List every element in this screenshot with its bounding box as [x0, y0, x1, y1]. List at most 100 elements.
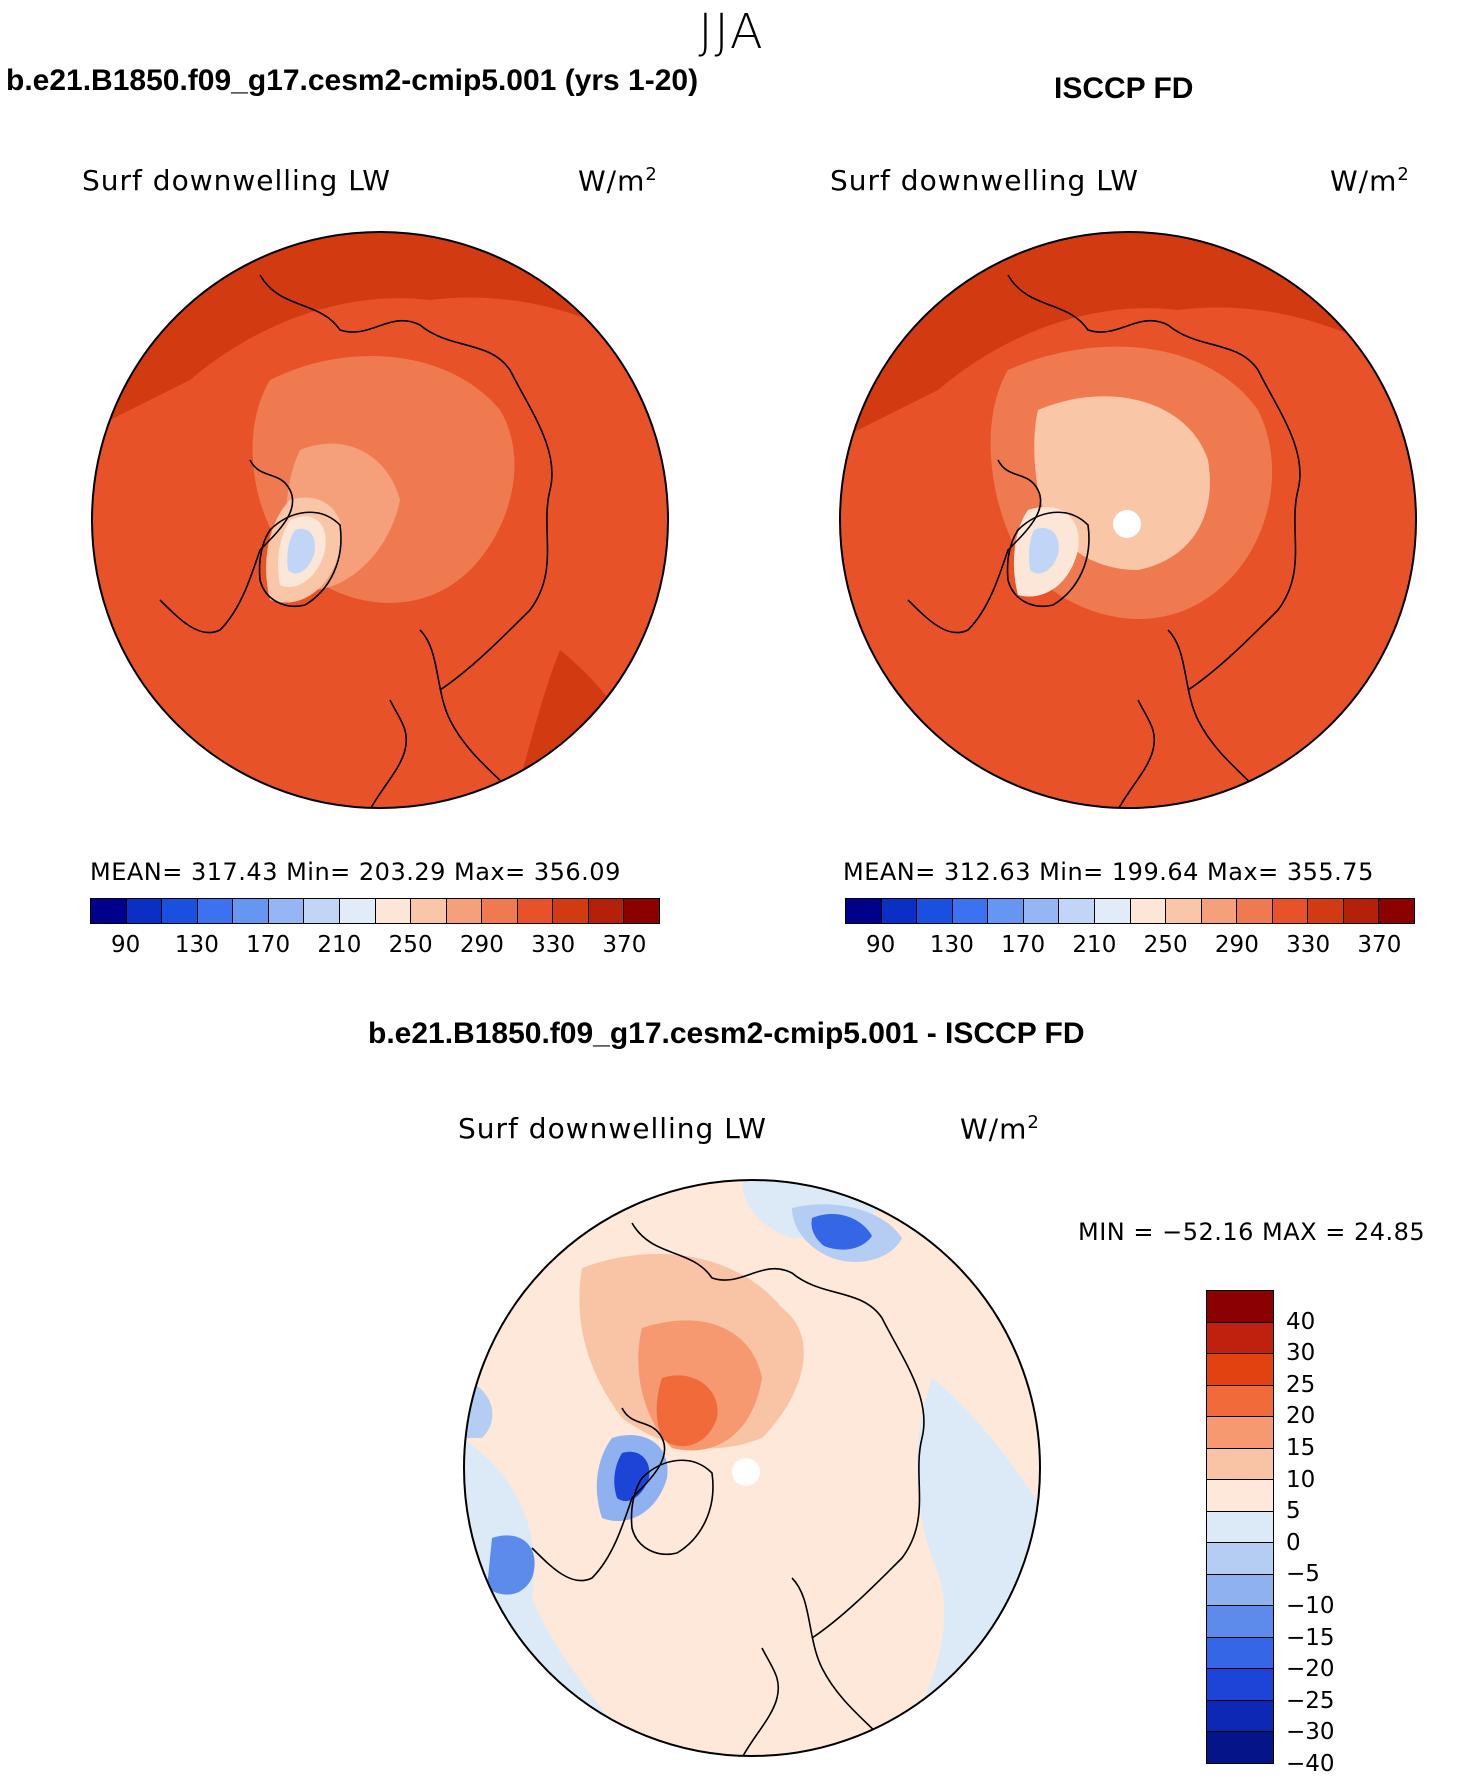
colorbar-cell — [517, 899, 554, 923]
unit-label-diff: W/m2 — [960, 1112, 1040, 1146]
polar-map-model — [91, 231, 669, 809]
colorbar-cell — [881, 899, 918, 923]
colorbar-cell — [1308, 899, 1344, 923]
colorbar-cell — [197, 899, 234, 923]
colorbar-tick-label: 90 — [865, 932, 896, 958]
colorbar-tick-label: 210 — [317, 932, 362, 958]
colorbar-tick-label: −15 — [1286, 1624, 1335, 1651]
stats-right: MEAN= 312.63 Min= 199.64 Max= 355.75 — [843, 858, 1374, 886]
colorbar-tick-label: 170 — [246, 932, 291, 958]
colorbar-cell — [1207, 1480, 1273, 1512]
colorbar-cell — [988, 899, 1024, 923]
colorbar-cell — [1207, 1543, 1273, 1575]
colorbar-cell — [233, 899, 269, 923]
map-boundary — [839, 231, 1417, 809]
colorbar-tick-label: 250 — [388, 932, 433, 958]
colorbar-cell — [1059, 899, 1095, 923]
colorbar-cell — [339, 899, 376, 923]
variable-label-right: Surf downwelling LW — [830, 164, 1139, 197]
colorbar-ticks-right: 90 130 170 210 250 290 330 370 — [845, 932, 1415, 962]
colorbar-tick-label: 10 — [1286, 1466, 1316, 1493]
stats-left: MEAN= 317.43 Min= 203.29 Max= 356.09 — [90, 858, 621, 886]
colorbar-tick-label: 0 — [1286, 1529, 1301, 1556]
colorbar-tick-label: 250 — [1143, 932, 1188, 958]
colorbar-tick-label: 290 — [1214, 932, 1259, 958]
colorbar-cell — [1207, 1448, 1273, 1481]
colorbar-tick-label: 15 — [1286, 1434, 1316, 1461]
colorbar-cell — [1207, 1574, 1273, 1607]
colorbar-cell — [375, 899, 412, 923]
map-field-greenland-low — [1029, 527, 1059, 574]
colorbar-cell — [268, 899, 305, 923]
polar-map-obs — [839, 231, 1417, 809]
variable-label-diff: Surf downwelling LW — [458, 1112, 767, 1145]
colorbar-ticks-diff: 40 30 25 20 15 10 5 0 −5 −10 −15 −20 −25 −30 −40 — [1286, 1290, 1366, 1777]
pole-hole — [1113, 510, 1141, 538]
colorbar-tick-label: −30 — [1286, 1719, 1335, 1746]
map-boundary — [91, 231, 669, 809]
map-field-negative — [811, 1214, 872, 1250]
colorbar-tick-label: 330 — [531, 932, 576, 958]
colorbar-tick-label: −5 — [1286, 1561, 1320, 1588]
colorbar-cell — [1023, 899, 1060, 923]
colorbar-tick-label: 90 — [110, 932, 141, 958]
colorbar-cell — [917, 899, 953, 923]
colorbar-cell — [1207, 1700, 1273, 1733]
difference-title: b.e21.B1850.f09_g17.cesm2-cmip5.001 - IS… — [368, 1017, 1085, 1050]
colorbar-tick-label: 170 — [1001, 932, 1046, 958]
coastlines — [531, 1222, 925, 1756]
colorbar-right — [845, 898, 1415, 924]
colorbar-diff — [1206, 1290, 1274, 1764]
colorbar-tick-label: −25 — [1286, 1687, 1335, 1714]
colorbar-tick-label: 40 — [1286, 1308, 1316, 1335]
colorbar-cell — [1207, 1606, 1273, 1638]
colorbar-cell — [446, 899, 483, 923]
colorbar-cell — [91, 899, 127, 923]
map-field-high — [840, 232, 1416, 440]
colorbar-cell — [126, 899, 163, 923]
colorbar-tick-label: 20 — [1286, 1403, 1316, 1430]
colorbar-tick-label: 130 — [929, 932, 974, 958]
colorbar-cell — [1207, 1322, 1273, 1355]
unit-label-right: W/m2 — [1330, 164, 1410, 198]
colorbar-tick-label: 290 — [459, 932, 504, 958]
map-field-high — [92, 232, 668, 430]
colorbar-cell — [1379, 899, 1414, 923]
colorbar-tick-label: 5 — [1286, 1498, 1301, 1525]
colorbar-tick-label: 330 — [1286, 932, 1331, 958]
colorbar-cell — [1130, 899, 1167, 923]
colorbar-tick-label: −10 — [1286, 1592, 1335, 1619]
polar-map-difference — [463, 1179, 1041, 1757]
colorbar-cell — [1094, 899, 1131, 923]
colorbar-tick-label: 210 — [1072, 932, 1117, 958]
colorbar-cell — [1201, 899, 1238, 923]
colorbar-cell — [162, 899, 198, 923]
colorbar-cell — [482, 899, 518, 923]
obs-title: ISCCP FD — [1054, 72, 1194, 105]
colorbar-cell — [1207, 1732, 1273, 1763]
colorbar-cell — [1207, 1291, 1273, 1323]
colorbar-tick-label: 370 — [602, 932, 647, 958]
colorbar-cell — [553, 899, 589, 923]
colorbar-tick-label: 25 — [1286, 1371, 1316, 1398]
map-field-greenland-low — [287, 528, 315, 574]
colorbar-left — [90, 898, 660, 924]
colorbar-cell — [624, 899, 659, 923]
coastlines — [159, 274, 553, 808]
model-run-title: b.e21.B1850.f09_g17.cesm2-cmip5.001 (yrs… — [6, 64, 699, 97]
colorbar-cell — [588, 899, 625, 923]
colorbar-tick-label: −40 — [1286, 1751, 1335, 1777]
colorbar-cell — [952, 899, 989, 923]
unit-label-left: W/m2 — [578, 164, 658, 198]
colorbar-cell — [1343, 899, 1380, 923]
colorbar-cell — [1207, 1511, 1273, 1544]
colorbar-cell — [1166, 899, 1202, 923]
pole-hole — [732, 1458, 760, 1486]
colorbar-cell — [1207, 1637, 1273, 1670]
colorbar-cell — [1207, 1669, 1273, 1701]
variable-label-left: Surf downwelling LW — [82, 164, 391, 197]
colorbar-cell — [1207, 1417, 1273, 1449]
colorbar-tick-label: 30 — [1286, 1340, 1316, 1367]
colorbar-cell — [1207, 1385, 1273, 1418]
stats-diff: MIN = −52.16 MAX = 24.85 — [1078, 1218, 1426, 1246]
